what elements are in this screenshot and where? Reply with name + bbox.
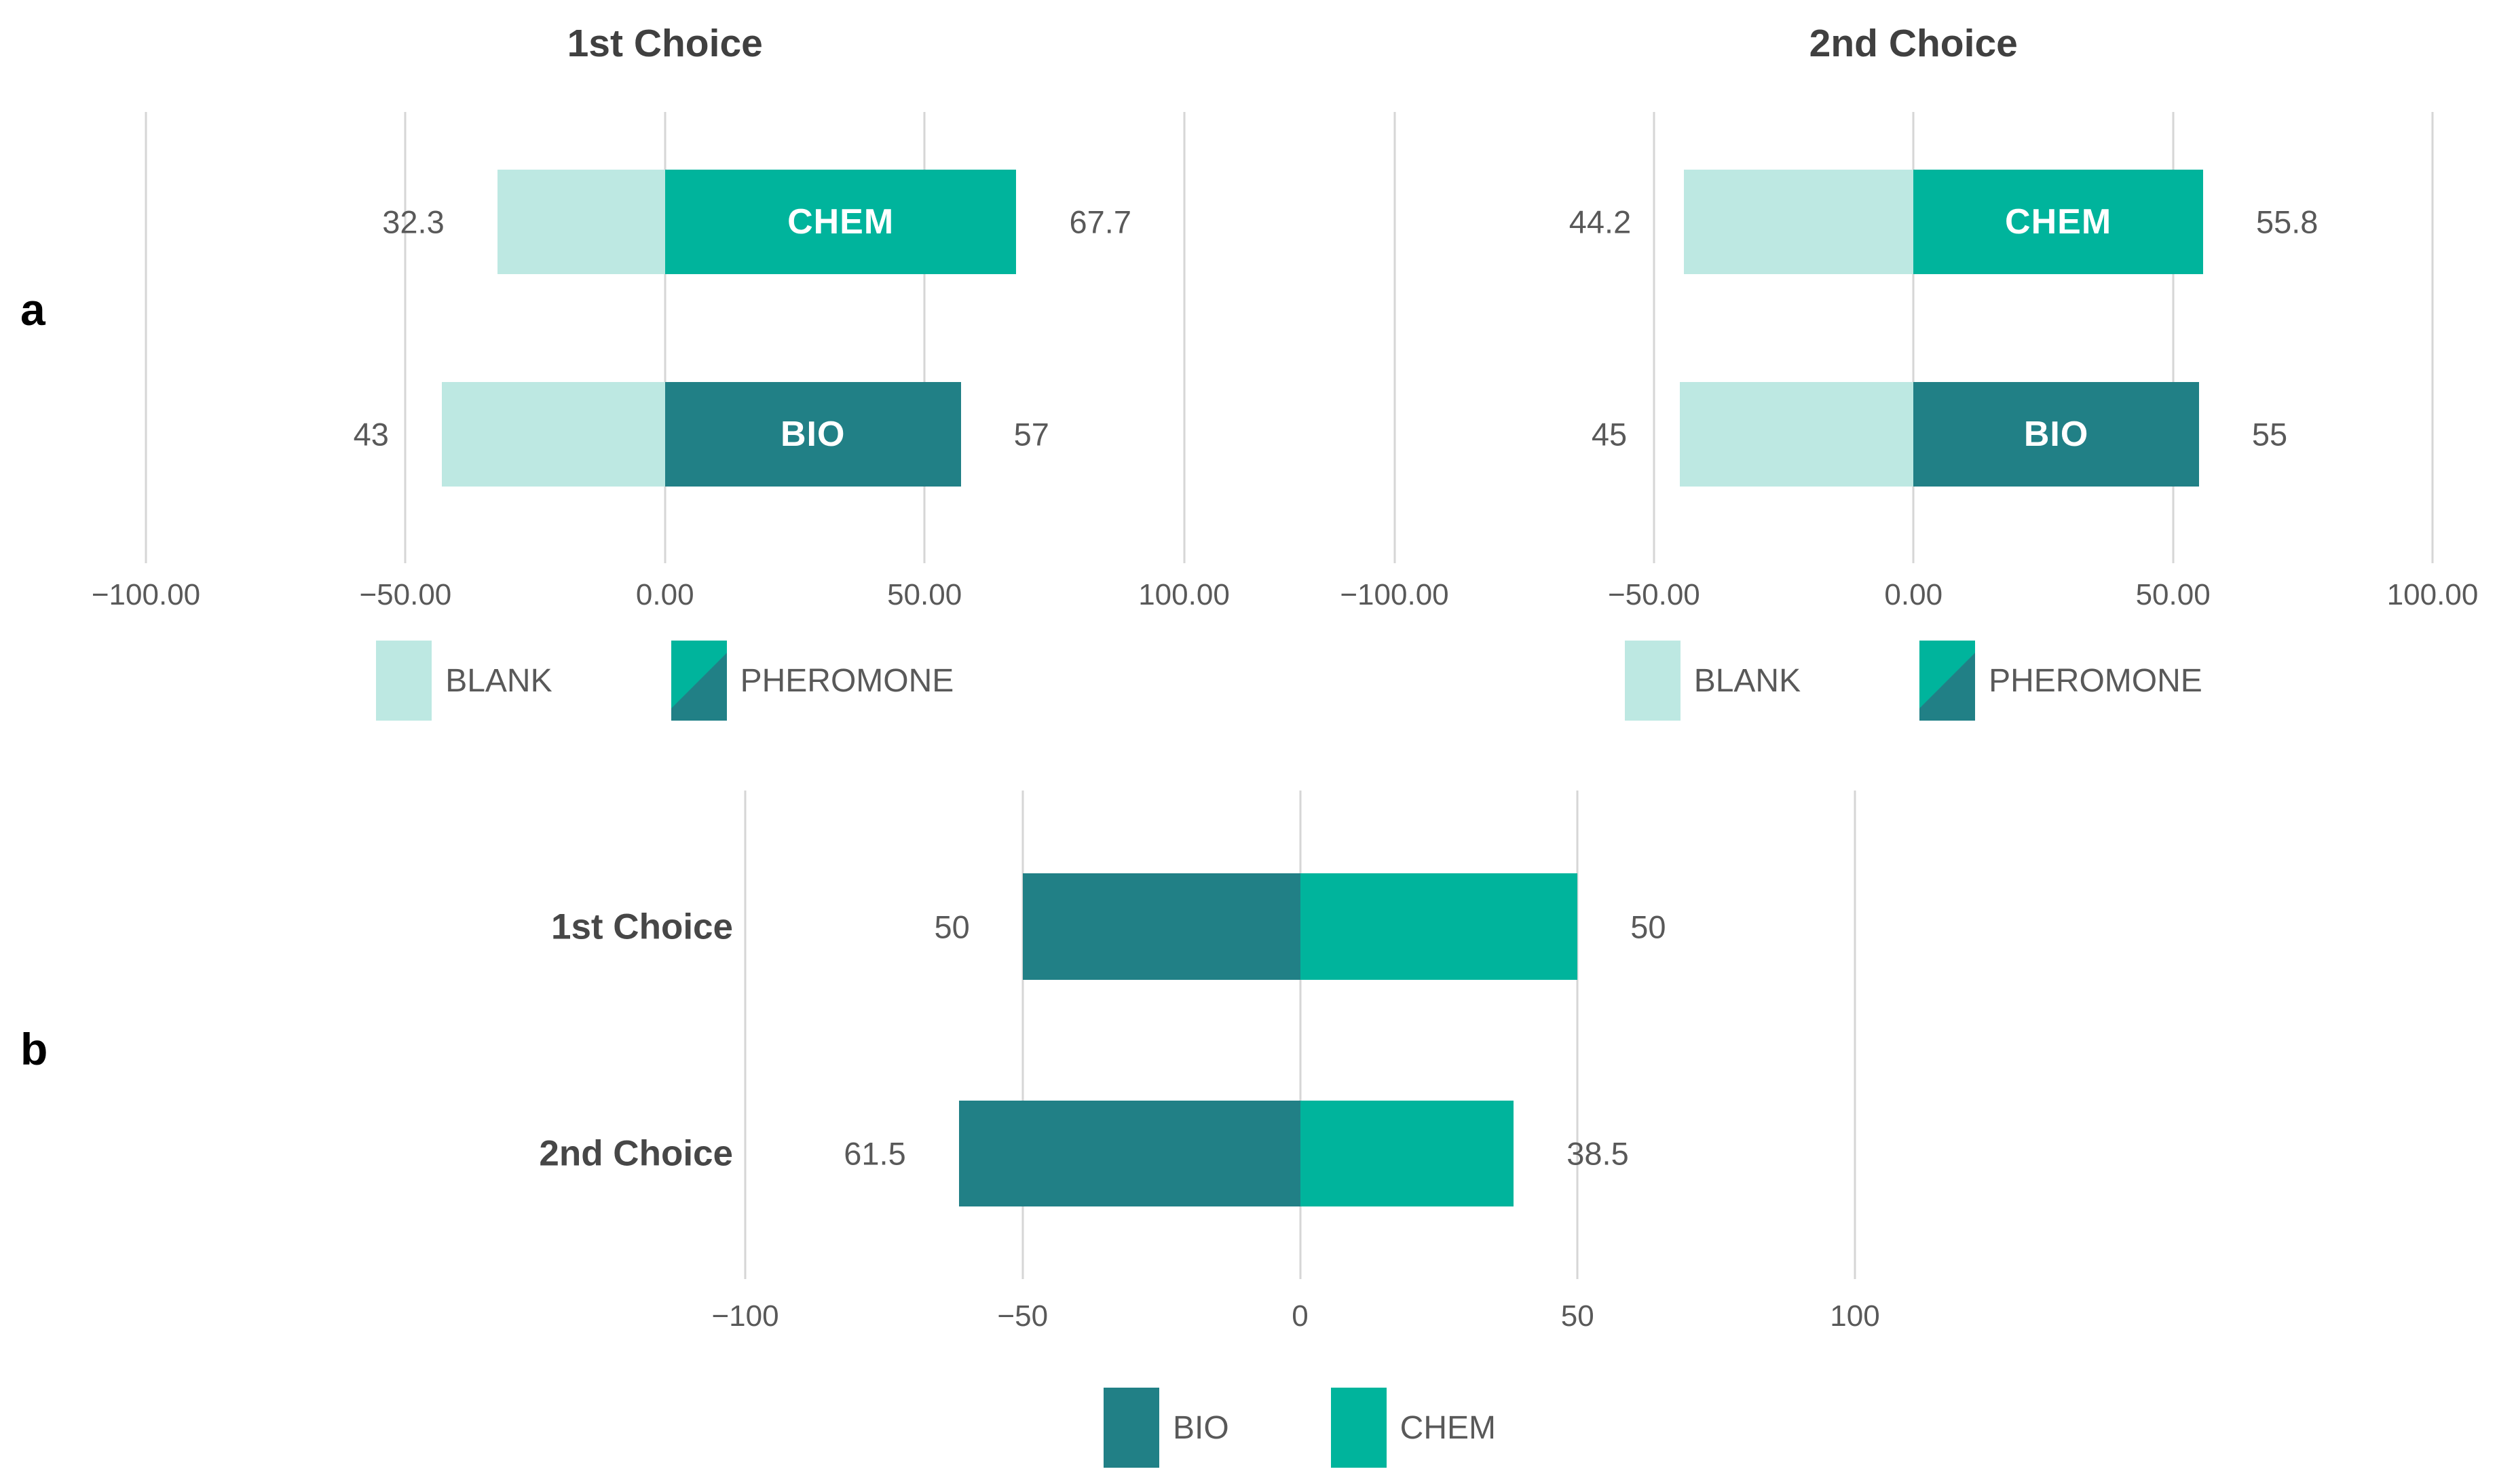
gridline: [1912, 112, 1915, 563]
bar-bio-blank-segment: [441, 381, 665, 487]
gridline: [2172, 112, 2175, 563]
legend-entry-blank: BLANK: [1624, 641, 1801, 721]
x-axis-tick: 100.00: [1138, 578, 1230, 611]
value-label-bio-pheromone: 57: [1013, 416, 1049, 453]
gridline: [1183, 112, 1185, 563]
bar-second-choice-chem-segment: [1300, 1101, 1514, 1206]
plot-area-second-choice: CHEM 44.2 55.8 BIO 45 55 −100.00 −50.00 …: [1340, 112, 2478, 611]
legend-second-choice: BLANK PHEROMONE: [1395, 636, 2433, 725]
legend-label-bio: BIO: [1172, 1409, 1229, 1446]
value-label-bio-blank: 45: [1591, 416, 1628, 453]
gridline: [1854, 791, 1856, 1279]
legend-entry-pheromone: PHEROMONE: [671, 641, 954, 721]
gridline: [1021, 791, 1024, 1279]
value-label-first-choice-bio: 50: [934, 909, 970, 945]
bar-bio-pheromone-segment: BIO: [1913, 381, 2199, 487]
panel-b-letter: b: [20, 1024, 48, 1074]
bar-chem-blank-segment: [497, 170, 665, 275]
x-axis-tick: 100: [1830, 1299, 1880, 1333]
gridline: [664, 112, 667, 563]
bar-chem-blank-segment: [1684, 170, 1914, 275]
plot-area-panel-b: 1st Choice 50 50 2nd Choice 61.5 38.5 −1…: [539, 791, 1880, 1333]
row-label-first-choice: 1st Choice: [550, 907, 733, 947]
x-axis-tick: −100.00: [91, 578, 201, 611]
value-label-chem-blank: 44.2: [1569, 204, 1632, 240]
legend-entry-bio: BIO: [1103, 1388, 1229, 1468]
legend-swatch-blank: [376, 641, 432, 721]
x-axis-tick: −50.00: [359, 578, 452, 611]
x-axis-tick: 0.00: [1884, 578, 1943, 611]
value-label-chem-pheromone: 67.7: [1069, 204, 1131, 240]
value-label-bio-blank: 43: [353, 416, 389, 453]
bar-second-choice-bio-segment: [958, 1101, 1300, 1206]
bar-first-choice-chem-segment: [1300, 873, 1578, 980]
legend-first-choice: BLANK PHEROMONE: [146, 636, 1184, 725]
value-label-chem-pheromone: 55.8: [2255, 204, 2318, 240]
x-axis-tick: −100.00: [1340, 578, 1449, 611]
bar-bio-blank-segment: [1680, 381, 1914, 487]
value-label-bio-pheromone: 55: [2251, 416, 2288, 453]
bar-chem-pheromone-segment: CHEM: [1913, 170, 2203, 275]
value-label-second-choice-chem: 38.5: [1566, 1135, 1629, 1172]
x-axis-tick: −50.00: [1607, 578, 1700, 611]
bar-category-label-bio: BIO: [2023, 414, 2089, 454]
legend-entry-chem: CHEM: [1330, 1388, 1497, 1468]
x-axis-tick: −50: [997, 1299, 1049, 1333]
x-axis-tick: 0: [1292, 1299, 1309, 1333]
legend-swatch-pheromone: [671, 641, 727, 721]
chart-first-choice: 1st Choice CHEM 32.3 67.7 BIO: [0, 0, 1249, 725]
x-axis-tick: 50.00: [2135, 578, 2211, 611]
legend-label-blank: BLANK: [1693, 662, 1801, 699]
legend-label-chem: CHEM: [1400, 1409, 1497, 1446]
x-axis-tick: 50: [1560, 1299, 1594, 1333]
bar-category-label-chem: CHEM: [787, 202, 895, 242]
gridline: [1653, 112, 1655, 563]
bar-chem-pheromone-segment: CHEM: [664, 170, 1017, 275]
panel-b-chart: 1st Choice 50 50 2nd Choice 61.5 38.5 −1…: [0, 746, 2497, 1484]
legend-swatch-bio: [1103, 1388, 1159, 1468]
chart-second-choice: 2nd Choice CHEM 44.2 55.8 BIO: [1249, 0, 2497, 725]
gridline: [2431, 112, 2434, 563]
legend-panel-b: BIO CHEM: [1103, 1388, 1497, 1468]
x-axis-tick: 50.00: [887, 578, 962, 611]
chart-title-first-choice: 1st Choice: [567, 22, 763, 65]
x-axis-tick: 100.00: [2386, 578, 2479, 611]
row-label-second-choice: 2nd Choice: [539, 1133, 733, 1174]
bar-category-label-chem: CHEM: [2005, 202, 2112, 242]
gridline: [744, 791, 747, 1279]
gridline: [1576, 791, 1579, 1279]
legend-label-pheromone: PHEROMONE: [1989, 662, 2202, 699]
x-axis-tick: 0.00: [635, 578, 694, 611]
panel-a-letter: a: [20, 284, 45, 335]
panel-a: 1st Choice CHEM 32.3 67.7 BIO: [0, 0, 2497, 725]
chart-title-second-choice: 2nd Choice: [1809, 22, 2018, 65]
plot-area-first-choice: CHEM 32.3 67.7 BIO 43 57 −100.00 −50.00 …: [92, 112, 1230, 611]
gridline: [1393, 112, 1395, 563]
x-axis-tick: −100: [711, 1299, 779, 1333]
gridline: [1299, 791, 1301, 1279]
legend-swatch-pheromone: [1919, 641, 1976, 721]
bar-first-choice-bio-segment: [1022, 873, 1300, 980]
legend-entry-pheromone: PHEROMONE: [1919, 641, 2202, 721]
bar-category-label-bio: BIO: [780, 414, 846, 454]
legend-label-blank: BLANK: [445, 662, 552, 699]
legend-entry-blank: BLANK: [376, 641, 552, 721]
value-label-first-choice-chem: 50: [1630, 909, 1666, 945]
bar-bio-pheromone-segment: BIO: [664, 381, 961, 487]
gridline: [923, 112, 926, 563]
legend-swatch-chem: [1330, 1388, 1387, 1468]
value-label-second-choice-bio: 61.5: [844, 1135, 906, 1172]
value-label-chem-blank: 32.3: [382, 204, 445, 240]
gridline: [404, 112, 407, 563]
legend-label-pheromone: PHEROMONE: [740, 662, 954, 699]
gridline: [145, 112, 147, 563]
legend-swatch-blank: [1624, 641, 1681, 721]
